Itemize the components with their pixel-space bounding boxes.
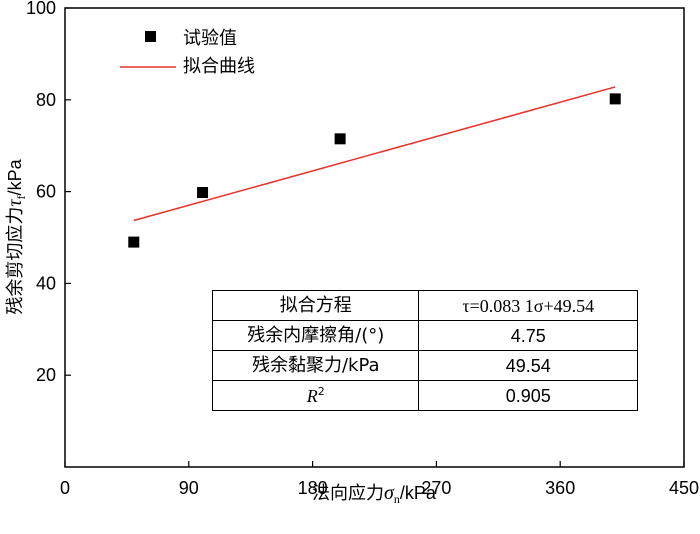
table-cell-label: 残余内摩擦角/(°) xyxy=(211,320,420,351)
x-tick-label: 0 xyxy=(60,478,70,498)
data-point xyxy=(334,133,346,145)
y-tick-label: 60 xyxy=(36,182,56,202)
data-point xyxy=(128,236,140,248)
x-tick-label: 360 xyxy=(545,478,575,498)
series xyxy=(128,86,621,248)
y-tick-label: 40 xyxy=(36,273,56,293)
data-point xyxy=(609,93,621,105)
table-cell-value: 4.75 xyxy=(418,320,638,351)
r-symbol: R xyxy=(306,385,318,406)
x-axis-title: 法向应力σn/kPa xyxy=(312,482,437,506)
table-row: R2 0.905 xyxy=(211,380,638,411)
legend-label-line: 拟合曲线 xyxy=(183,56,255,77)
x-tick-label: 270 xyxy=(421,478,451,498)
table-cell-value: 0.905 xyxy=(418,380,638,411)
table-cell-label: 拟合方程 xyxy=(211,290,420,321)
plot-frame xyxy=(64,7,685,468)
table-row: 残余内摩擦角/(°) 4.75 xyxy=(211,320,638,351)
y-tick-label: 80 xyxy=(36,90,56,110)
y-tick-label: 20 xyxy=(36,365,56,385)
ticks: 0 90 180 270 360 450 20 40 60 80 100 xyxy=(26,0,699,498)
legend-label-scatter: 试验值 xyxy=(183,28,237,49)
fit-results-table: 拟合方程 τ=0.083 1σ+49.54 残余内摩擦角/(°) 4.75 残余… xyxy=(211,290,638,411)
table-row: 拟合方程 τ=0.083 1σ+49.54 xyxy=(211,290,638,321)
table-cell-label: 残余黏聚力/kPa xyxy=(211,350,420,381)
r-squared-label: R2 xyxy=(211,380,420,411)
fit-equation-cell: τ=0.083 1σ+49.54 xyxy=(418,290,638,321)
table-cell-value: 49.54 xyxy=(418,350,638,381)
legend: 试验值 拟合曲线 xyxy=(120,28,255,77)
y-axis-title: 残余剪切应力τf/kPa xyxy=(4,158,28,314)
r-superscript: 2 xyxy=(317,384,325,398)
fit-line xyxy=(133,86,616,222)
legend-marker-scatter xyxy=(145,31,156,42)
x-tick-label: 180 xyxy=(298,478,328,498)
x-tick-label: 90 xyxy=(179,478,199,498)
table-row: 残余黏聚力/kPa 49.54 xyxy=(211,350,638,381)
data-point xyxy=(197,187,209,199)
y-tick-label: 100 xyxy=(26,0,56,18)
x-tick-label: 450 xyxy=(669,478,699,498)
